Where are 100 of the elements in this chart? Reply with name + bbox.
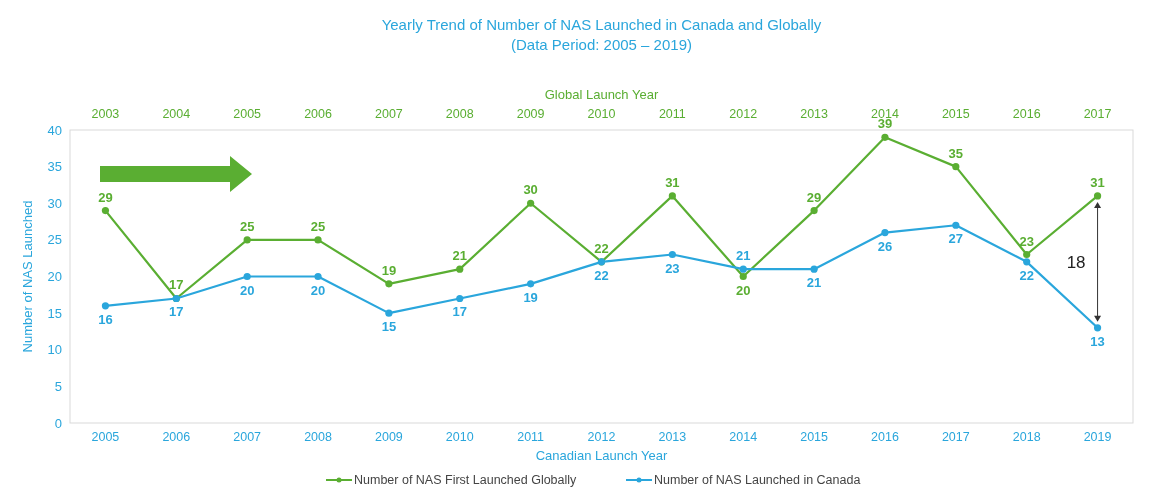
point: [527, 199, 535, 207]
x2-tick-label: 2016: [1012, 107, 1041, 121]
x-tick-label: 2010: [445, 430, 474, 444]
data-label: 19: [381, 262, 397, 278]
data-label: 25: [310, 218, 326, 234]
x2-tick-label: 2003: [91, 107, 120, 121]
x2-tick-label: 2015: [941, 107, 970, 121]
data-label: 22: [594, 240, 609, 256]
x2-tick-label: 2008: [445, 107, 474, 121]
point: [881, 228, 889, 237]
data-label: 25: [239, 218, 255, 234]
data-label: 21: [736, 248, 751, 264]
data-label: 23: [1019, 233, 1034, 249]
point: [243, 272, 251, 281]
data-label: 27: [948, 231, 964, 247]
x2-tick-label: 2014: [871, 107, 899, 121]
point: [101, 302, 110, 310]
point: [456, 294, 464, 303]
point: [668, 192, 676, 200]
point: [668, 250, 676, 259]
data-label: 26: [877, 238, 893, 254]
x2-tick-label: 2012: [729, 107, 758, 121]
x-axis-title: Canadian Launch Year: [535, 448, 668, 463]
point: [1093, 192, 1102, 200]
data-label: 17: [452, 304, 467, 320]
x-tick-label: 2009: [374, 430, 403, 444]
point: [101, 206, 110, 215]
y-tick-label: 10: [47, 342, 62, 358]
x-tick-label: 2016: [871, 430, 899, 444]
point: [385, 280, 393, 288]
x2-tick-label: 2011: [658, 107, 686, 121]
data-label: 31: [665, 174, 680, 190]
y-tick-label: 15: [47, 305, 62, 321]
point: [314, 272, 322, 281]
point: [456, 265, 464, 273]
point: [739, 272, 747, 281]
x-tick-label: 2008: [304, 430, 332, 444]
data-label: 15: [381, 319, 397, 335]
x2-tick-label: 2013: [800, 107, 829, 121]
point: [810, 206, 818, 215]
legend-label: Number of NAS Launched in Canada: [654, 473, 861, 487]
data-label: 29: [98, 189, 113, 205]
chart-subtitle: (Data Period: 2005 – 2019): [511, 36, 692, 53]
x2-tick-label: 2007: [374, 107, 403, 121]
data-label: 20: [310, 282, 326, 298]
data-label: 21: [452, 248, 467, 264]
y-tick-label: 30: [47, 195, 62, 211]
data-label: 31: [1090, 174, 1105, 190]
data-label: 17: [169, 304, 184, 320]
data-label: 19: [523, 289, 538, 305]
chart-title: Yearly Trend of Number of NAS Launched in Canada and Globally: [381, 16, 822, 33]
x-tick-label: 2015: [800, 430, 829, 444]
legend-label: Number of NAS First Launched Globally: [354, 473, 578, 487]
y-tick-label: 25: [47, 232, 62, 248]
x-tick-label: 2005: [91, 430, 120, 444]
x2-tick-label: 2009: [516, 107, 545, 121]
point: [810, 265, 818, 273]
data-label: 30: [523, 182, 538, 198]
y-axis-title: Number of NAS Launched: [20, 200, 35, 353]
x-tick-label: 2014: [729, 430, 758, 444]
point: [243, 236, 251, 244]
x-tick-label: 2017: [941, 430, 970, 444]
data-label: 16: [98, 311, 113, 327]
x-tick-label: 2013: [658, 430, 687, 444]
data-label: 17: [169, 277, 184, 293]
point: [739, 265, 747, 273]
point: [881, 133, 889, 141]
x2-tick-label: 2005: [233, 107, 262, 121]
x-tick-label: 2019: [1083, 430, 1112, 444]
x2-axis-title: Global Launch Year: [544, 87, 659, 102]
data-label: 35: [948, 145, 964, 161]
x-tick-label: 2018: [1012, 430, 1041, 444]
x-tick-label: 2011: [517, 430, 545, 444]
point: [1093, 324, 1102, 332]
y-tick-label: 35: [47, 159, 62, 175]
x2-tick-label: 2010: [587, 107, 616, 121]
annotation: 18: [1066, 252, 1086, 272]
data-label: 29: [806, 189, 822, 205]
data-label: 21: [806, 275, 822, 291]
point: [1023, 250, 1031, 259]
point: [385, 309, 393, 317]
y-tick-label: 5: [54, 378, 62, 394]
data-label: 23: [665, 260, 680, 276]
x2-tick-label: 2004: [162, 107, 191, 121]
y-tick-label: 20: [47, 269, 62, 284]
x-tick-label: 2007: [233, 430, 262, 444]
x-tick-label: 2012: [587, 430, 616, 444]
point: [527, 280, 535, 288]
data-label: 22: [594, 267, 609, 283]
data-label: 22: [1019, 267, 1034, 283]
point: [952, 163, 960, 171]
data-label: 20: [736, 282, 751, 298]
x2-tick-label: 2017: [1083, 107, 1112, 121]
x2-tick-label: 2006: [304, 107, 332, 121]
data-label: 20: [239, 282, 255, 298]
point: [1023, 258, 1031, 266]
y-tick-label: 40: [47, 122, 62, 138]
data-label: 13: [1090, 333, 1105, 349]
point: [952, 221, 960, 229]
y-tick-label: 0: [54, 415, 62, 431]
